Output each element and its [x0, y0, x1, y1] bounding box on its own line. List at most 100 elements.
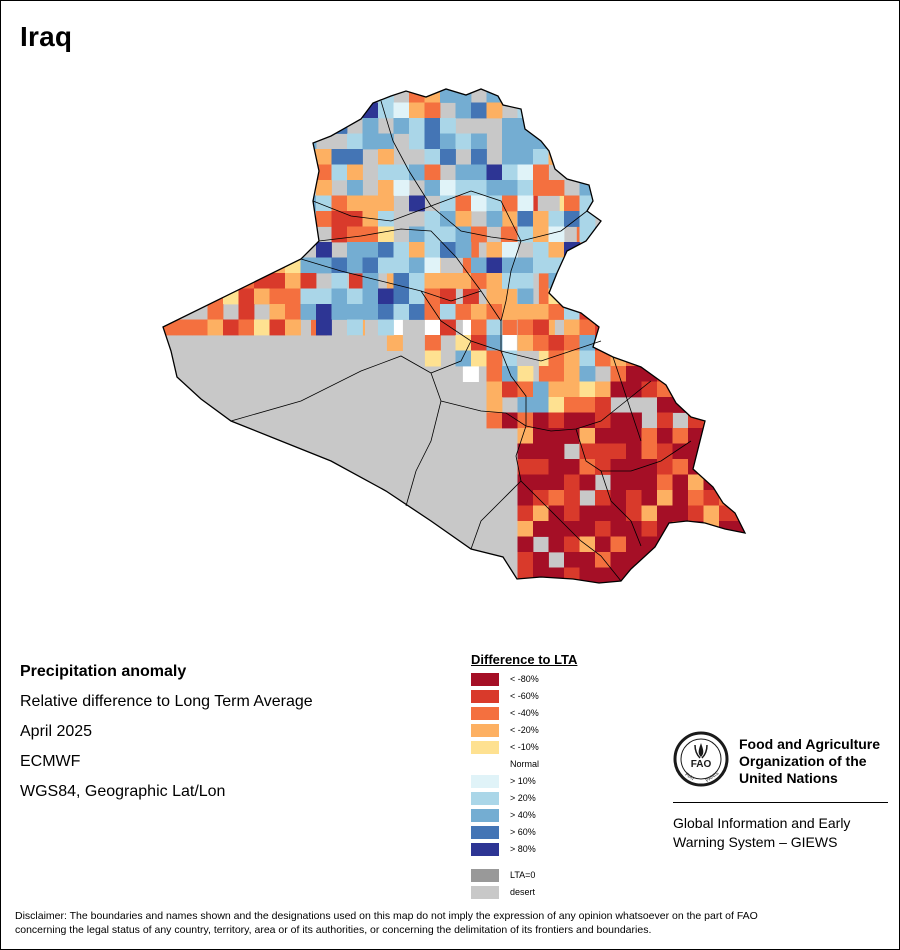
anomaly-cell: [533, 335, 549, 351]
anomaly-cell: [533, 474, 549, 491]
anomaly-cell: [734, 133, 745, 150]
anomaly-cell: [163, 304, 177, 320]
anomaly-cell: [688, 211, 704, 227]
anomaly-cell: [672, 304, 689, 320]
legend-label: < -20%: [510, 725, 539, 735]
province-boundary: [612, 356, 642, 442]
anomaly-cell: [626, 118, 642, 134]
anomaly-cell: [614, 257, 631, 274]
anomaly-cell: [703, 459, 720, 475]
anomaly-cell: [656, 180, 673, 196]
anomaly-cell: [881, 351, 897, 367]
anomaly-cell: [192, 211, 208, 227]
anomaly-cell: [300, 118, 317, 134]
anomaly-cell: [734, 381, 745, 398]
anomaly-cell: [207, 304, 224, 320]
province-boundary: [470, 480, 522, 550]
anomaly-cell: [843, 258, 859, 274]
anomaly-cell: [657, 350, 673, 367]
anomaly-cell: [393, 118, 410, 134]
anomaly-cell: [626, 536, 642, 553]
disclaimer-line: Disclaimer: The boundaries and names sho…: [15, 910, 758, 922]
anomaly-cell: [672, 521, 689, 537]
anomaly-cell: [657, 89, 673, 103]
anomaly-cell: [704, 583, 720, 599]
anomaly-cell: [192, 180, 208, 196]
anomaly-cell: [657, 412, 673, 429]
anomaly-cell: [639, 164, 656, 181]
anomaly-cell: [703, 319, 720, 336]
anomaly-cell: [614, 242, 631, 258]
anomaly-cell: [595, 505, 611, 522]
anomaly-cell: [614, 226, 631, 243]
legend-swatch: [471, 758, 499, 771]
anomaly-cell: [378, 304, 394, 320]
anomaly-cell: [626, 335, 642, 351]
anomaly-cell: [564, 118, 580, 134]
anomaly-cell: [734, 273, 745, 289]
anomaly-cell: [238, 319, 255, 336]
anomaly-cell: [163, 226, 177, 243]
anomaly-cell: [378, 164, 394, 181]
anomaly-cell: [486, 211, 503, 227]
anomaly-cell: [238, 149, 255, 165]
anomaly-cell: [300, 102, 317, 119]
anomaly-cell: [564, 102, 580, 119]
legend-label: LTA=0: [510, 870, 536, 880]
anomaly-cell: [610, 118, 627, 134]
anomaly-cell: [805, 227, 821, 243]
anomaly-cell: [657, 505, 673, 522]
anomaly-cell: [881, 289, 897, 305]
anomaly-cell: [641, 490, 658, 506]
anomaly-cell: [347, 180, 363, 196]
anomaly-cell: [223, 319, 239, 336]
anomaly-cell: [728, 381, 745, 398]
anomaly-cell: [672, 474, 689, 491]
anomaly-cell: [316, 102, 332, 119]
anomaly-cell: [750, 87, 766, 103]
anomaly-cell: [843, 366, 859, 382]
anomaly-cell: [176, 211, 193, 227]
anomaly-cell: [734, 397, 745, 413]
anomaly-cell: [626, 257, 642, 274]
anomaly-cell: [703, 257, 720, 274]
anomaly-cell: [690, 211, 707, 227]
anomaly-cell: [564, 459, 580, 475]
anomaly-cell: [316, 319, 332, 336]
anomaly-cell: [657, 288, 673, 305]
anomaly-cell: [254, 226, 270, 243]
anomaly-cell: [688, 89, 704, 103]
anomaly-cell: [805, 335, 821, 351]
anomaly-cell: [641, 474, 658, 491]
anomaly-cell: [207, 273, 224, 289]
legend-label: < -10%: [510, 742, 539, 752]
anomaly-cell: [719, 288, 735, 305]
anomaly-cell: [652, 242, 669, 258]
anomaly-cell: [672, 397, 689, 413]
anomaly-cell: [409, 195, 425, 212]
anomaly-cell: [610, 552, 627, 568]
anomaly-cell: [548, 350, 565, 367]
anomaly-cell: [409, 273, 425, 289]
anomaly-cell: [750, 537, 766, 553]
legend-swatch: [471, 741, 499, 754]
anomaly-cell: [347, 164, 363, 181]
anomaly-cell: [579, 505, 596, 522]
anomaly-cell: [564, 89, 580, 103]
anomaly-cell: [579, 443, 596, 460]
anomaly-cell: [703, 552, 720, 568]
anomaly-cell: [626, 149, 642, 165]
anomaly-cell: [875, 103, 891, 119]
legend-title: Difference to LTA: [471, 652, 578, 667]
province-boundary: [575, 428, 692, 472]
anomaly-cell: [657, 257, 673, 274]
anomaly-cell: [347, 226, 363, 243]
anomaly-cell: [843, 320, 859, 336]
anomaly-cell: [688, 505, 704, 522]
anomaly-cell: [424, 180, 441, 196]
anomaly-cell: [533, 242, 549, 258]
anomaly-cell: [610, 211, 627, 227]
anomaly-cell: [192, 149, 208, 165]
anomaly-cell: [641, 149, 658, 165]
anomaly-cell: [269, 273, 286, 289]
